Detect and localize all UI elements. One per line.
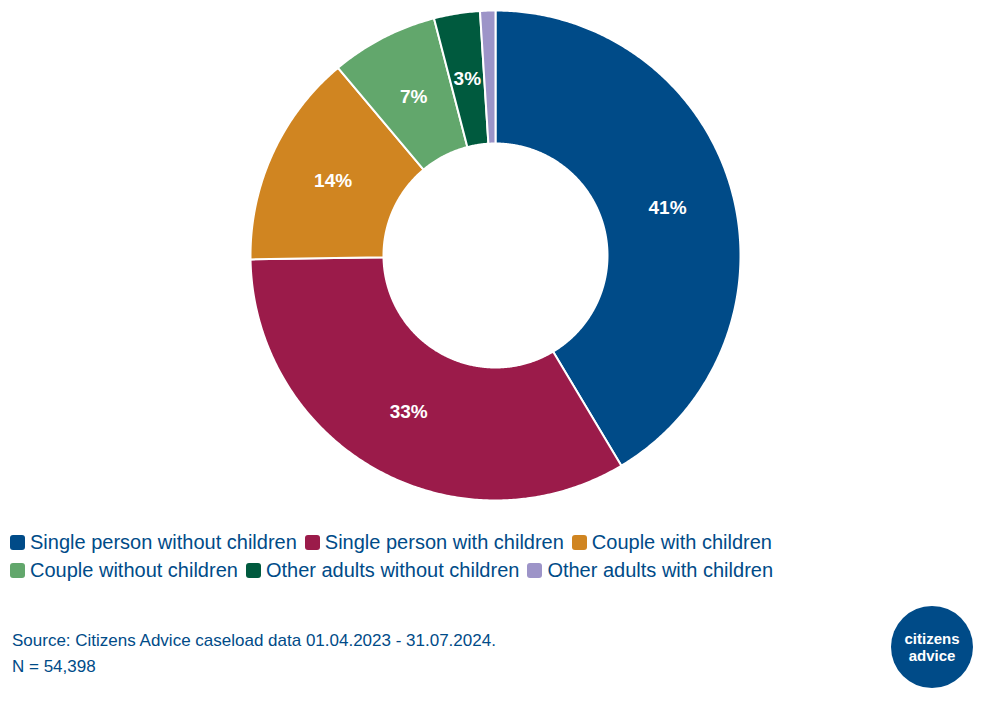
svg-text:7%: 7% (400, 86, 428, 107)
html-text:advice: advice (908, 647, 956, 664)
html-text:Single person without children: Single person without children (30, 531, 297, 553)
html-text:Source: Citizens Advice caselo: Source: Citizens Advice caseload data 01… (12, 631, 496, 650)
html-text:N = 54,398: N = 54,398 (12, 657, 96, 676)
svg-text:3%: 3% (454, 68, 482, 89)
svg-text:33%: 33% (390, 401, 428, 422)
svg-text:14%: 14% (314, 170, 352, 191)
html-text:Other adults with children: Other adults with children (547, 559, 773, 581)
html-text:citizens: citizens (904, 630, 960, 647)
html-text:Couple with children: Couple with children (591, 531, 772, 553)
html-text:Couple without children: Couple without children (30, 559, 238, 581)
html-text:Other adults without children: Other adults without children (265, 559, 520, 581)
svg-text:41%: 41% (649, 197, 687, 218)
html-text:Single person with children: Single person with children (324, 531, 564, 553)
